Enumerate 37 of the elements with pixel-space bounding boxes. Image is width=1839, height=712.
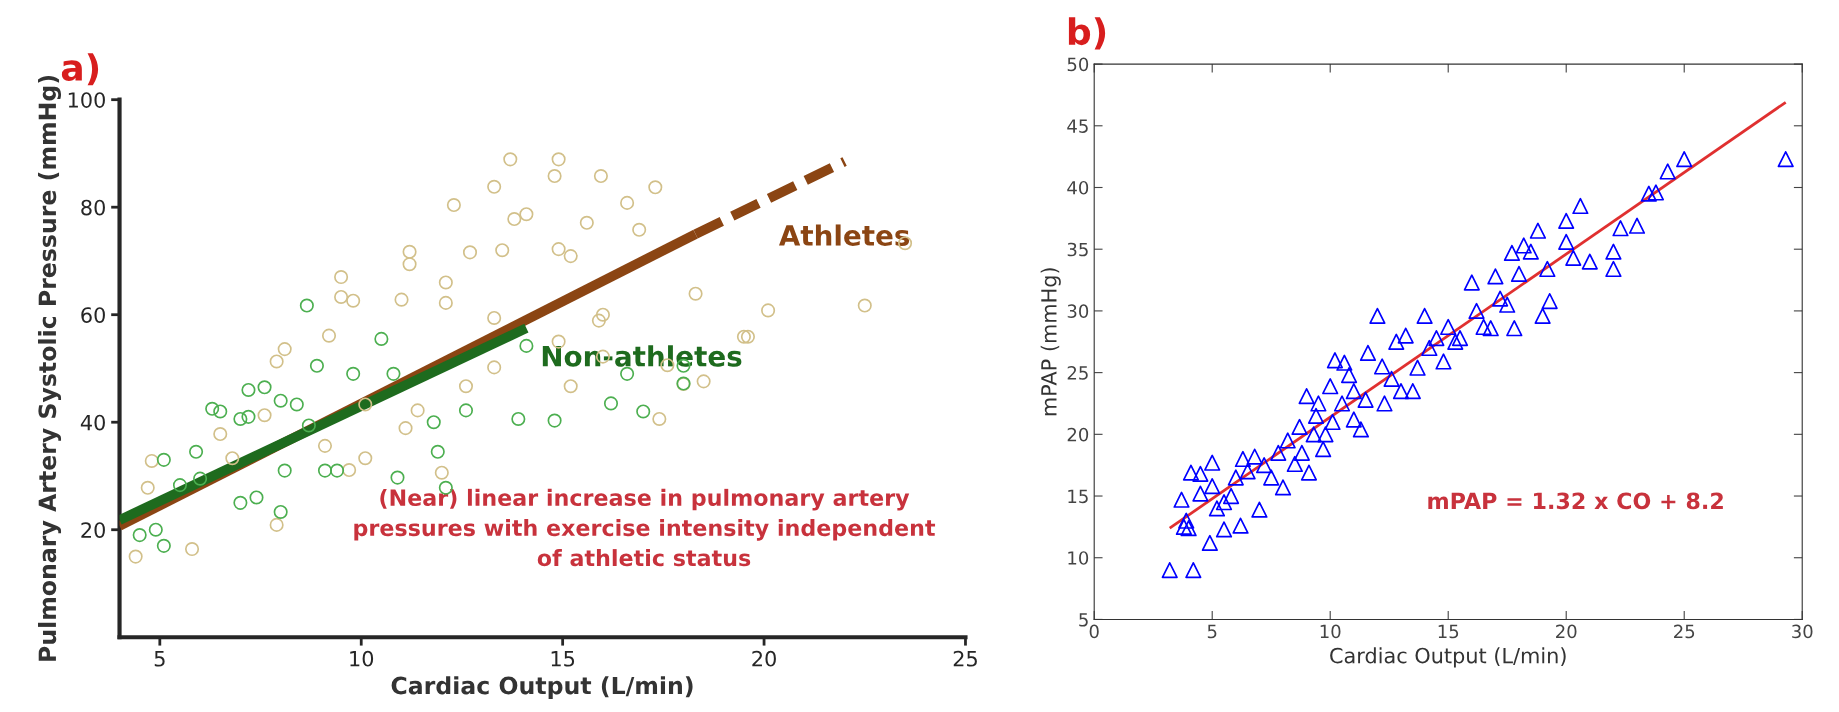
annotation: (Near) linear increase in pulmonary artery pressures with exercise intensity independent of athletic status — [354, 488, 936, 567]
x-tick-label: 5 — [1207, 624, 1217, 639]
y-tick-label: 50 — [1067, 57, 1089, 72]
y-tick-label: 30 — [1067, 304, 1089, 319]
y-tick-label: 15 — [1068, 489, 1088, 504]
y-tick-label: 10 — [1068, 551, 1089, 565]
y-tick-label: 40 — [80, 414, 105, 431]
y-tick-label: 25 — [1067, 366, 1088, 380]
x-tick-label: 5 — [154, 651, 165, 667]
y-tick-label: 20 — [81, 522, 105, 538]
x-tick-label: 0 — [1089, 624, 1099, 639]
x-tick-label: 15 — [1438, 624, 1459, 639]
x-tick-label: 25 — [1674, 624, 1695, 639]
x-tick-label: 30 — [1792, 624, 1813, 639]
y-tick-label: 20 — [1067, 427, 1089, 442]
series-label: Athletes — [778, 224, 910, 246]
y-axis-title: Pulmonary Artery Systolic Pressure (mmHg) — [37, 75, 62, 661]
series-label: Non-athletes — [542, 345, 742, 367]
x-tick-label: 10 — [1320, 624, 1341, 639]
annotation: mPAP = 1.32 x CO + 8.2 — [1428, 492, 1723, 510]
x-tick-label: 20 — [752, 650, 776, 667]
y-tick-label: 80 — [81, 199, 105, 216]
y-tick-label: 5 — [1079, 613, 1088, 627]
y-tick-label: 100 — [68, 92, 105, 108]
x-axis-title: Cardiac Output (L/min) — [1330, 647, 1566, 668]
y-tick-label: 60 — [81, 307, 105, 323]
y-tick-label: 35 — [1067, 242, 1088, 257]
x-tick-label: 15 — [551, 651, 575, 667]
x-axis-title: Cardiac Output (L/min) — [391, 676, 693, 699]
x-tick-label: 20 — [1556, 624, 1577, 639]
x-tick-label: 10 — [350, 650, 374, 667]
x-tick-label: 25 — [953, 650, 977, 667]
y-tick-label: 40 — [1067, 180, 1089, 195]
y-tick-label: 45 — [1067, 119, 1088, 133]
chart-title: b) — [1068, 17, 1106, 50]
chart-title: a) — [61, 53, 99, 86]
y-axis-title: mPAP (mmHg) — [1040, 268, 1061, 416]
